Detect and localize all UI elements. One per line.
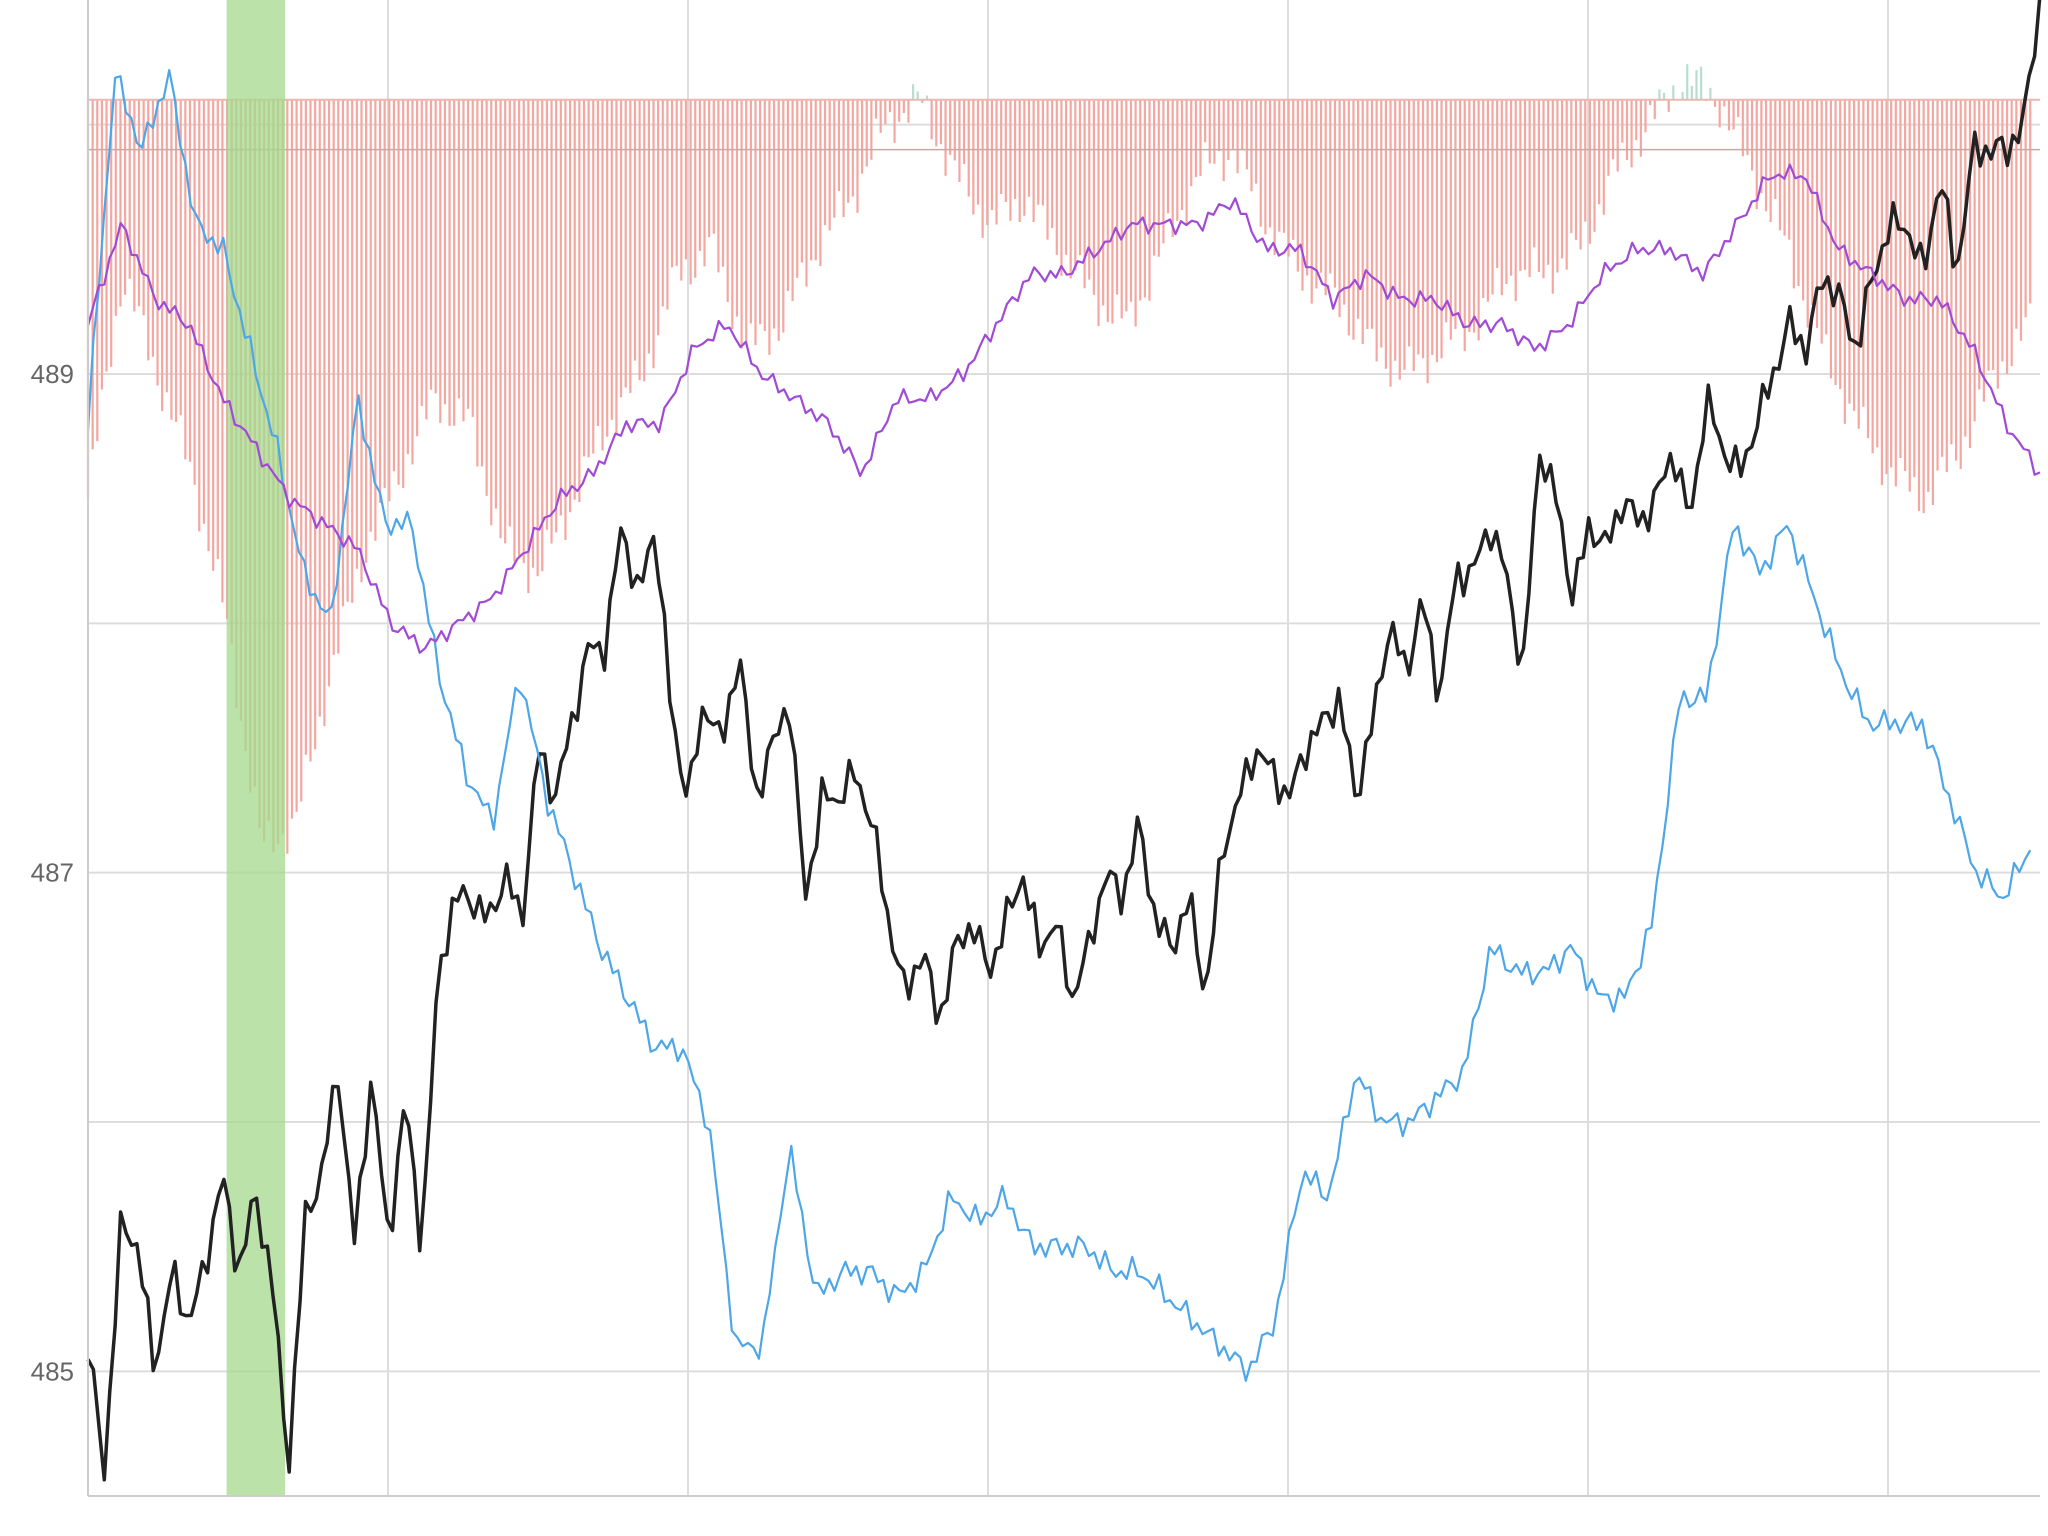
series-line-purple xyxy=(86,163,2041,654)
y-tick-label: 489 xyxy=(31,359,74,389)
y-tick-label: 487 xyxy=(31,858,74,888)
series-line-price xyxy=(86,0,2042,1482)
y-tick-label: 485 xyxy=(31,1356,74,1386)
tick-labels: 485 487 489 xyxy=(31,359,74,1386)
highlight-band xyxy=(226,0,286,1496)
series-lines xyxy=(86,0,2042,1482)
axis-layer xyxy=(87,0,2040,1497)
highlight-band-layer xyxy=(226,0,286,1496)
deviation-bars xyxy=(86,64,2040,854)
series-line-blue xyxy=(86,69,2032,1382)
